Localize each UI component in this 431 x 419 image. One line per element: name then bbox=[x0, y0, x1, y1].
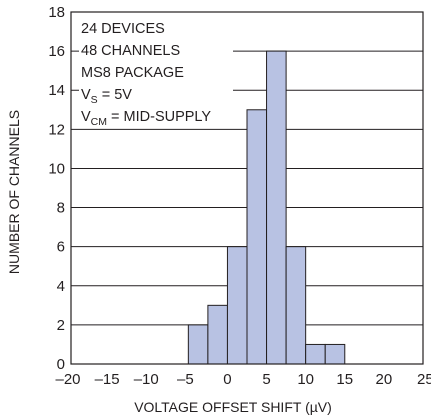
annotation-common-mode: VCM = MID-SUPPLY bbox=[81, 109, 211, 128]
annotation-vcm-value: = MID-SUPPLY bbox=[107, 109, 211, 125]
histogram-bar bbox=[246, 109, 268, 365]
x-tick-label: 10 bbox=[297, 371, 314, 388]
x-tick-label: 0 bbox=[223, 371, 231, 388]
x-tick-labels: –20 –15 –10 –5 0 5 10 15 20 25 bbox=[55, 371, 431, 388]
annotation-vcm-subscript: CM bbox=[91, 116, 107, 128]
x-tick-label: –5 bbox=[177, 371, 194, 388]
x-tick-label: –20 bbox=[55, 371, 80, 388]
histogram-bar bbox=[226, 246, 248, 365]
y-tick-label: 12 bbox=[48, 121, 65, 138]
histogram-bar bbox=[207, 304, 228, 365]
y-tick-label: 6 bbox=[57, 239, 65, 256]
histogram-bar bbox=[324, 343, 346, 365]
y-tick-label: 16 bbox=[48, 43, 65, 60]
y-axis-title: NUMBER OF CHANNELS bbox=[6, 110, 22, 274]
x-tick-label: 15 bbox=[336, 371, 353, 388]
y-tick-label: 8 bbox=[57, 200, 65, 217]
x-tick-label: –15 bbox=[95, 371, 120, 388]
annotation-vcm-main: V bbox=[81, 109, 91, 125]
annotation-vs-subscript: S bbox=[91, 94, 98, 106]
histogram-bar bbox=[187, 324, 209, 365]
annotation-box: 24 DEVICES 48 CHANNELS MS8 PACKAGE VS = … bbox=[79, 14, 233, 128]
y-tick-label: 2 bbox=[57, 317, 65, 334]
histogram-bar bbox=[285, 246, 307, 365]
y-tick-label: 4 bbox=[57, 278, 65, 295]
x-tick-label: –10 bbox=[134, 371, 159, 388]
annotation-vs-main: V bbox=[81, 87, 91, 103]
y-tick-label: 10 bbox=[48, 160, 65, 177]
y-tick-labels: 0 2 4 6 8 10 12 14 16 18 bbox=[48, 4, 65, 373]
annotation-devices: 24 DEVICES bbox=[81, 21, 165, 37]
annotation-background bbox=[79, 14, 233, 124]
y-tick-label: 0 bbox=[57, 356, 65, 373]
annotation-package: MS8 PACKAGE bbox=[81, 65, 184, 81]
x-tick-label: 25 bbox=[417, 371, 431, 388]
histogram-bar bbox=[305, 343, 326, 365]
plot-frame bbox=[70, 11, 424, 365]
annotation-channels: 48 CHANNELS bbox=[81, 43, 180, 59]
annotation-vs-value: = 5V bbox=[98, 87, 133, 103]
y-tick-label: 14 bbox=[48, 82, 65, 99]
histogram-bar bbox=[266, 50, 287, 365]
x-axis-title: VOLTAGE OFFSET SHIFT (µV) bbox=[134, 399, 332, 415]
y-tick-label: 18 bbox=[48, 4, 65, 21]
annotation-supply-voltage: VS = 5V bbox=[81, 87, 132, 106]
x-tick-label: 20 bbox=[376, 371, 393, 388]
x-tick-label: 5 bbox=[262, 371, 270, 388]
